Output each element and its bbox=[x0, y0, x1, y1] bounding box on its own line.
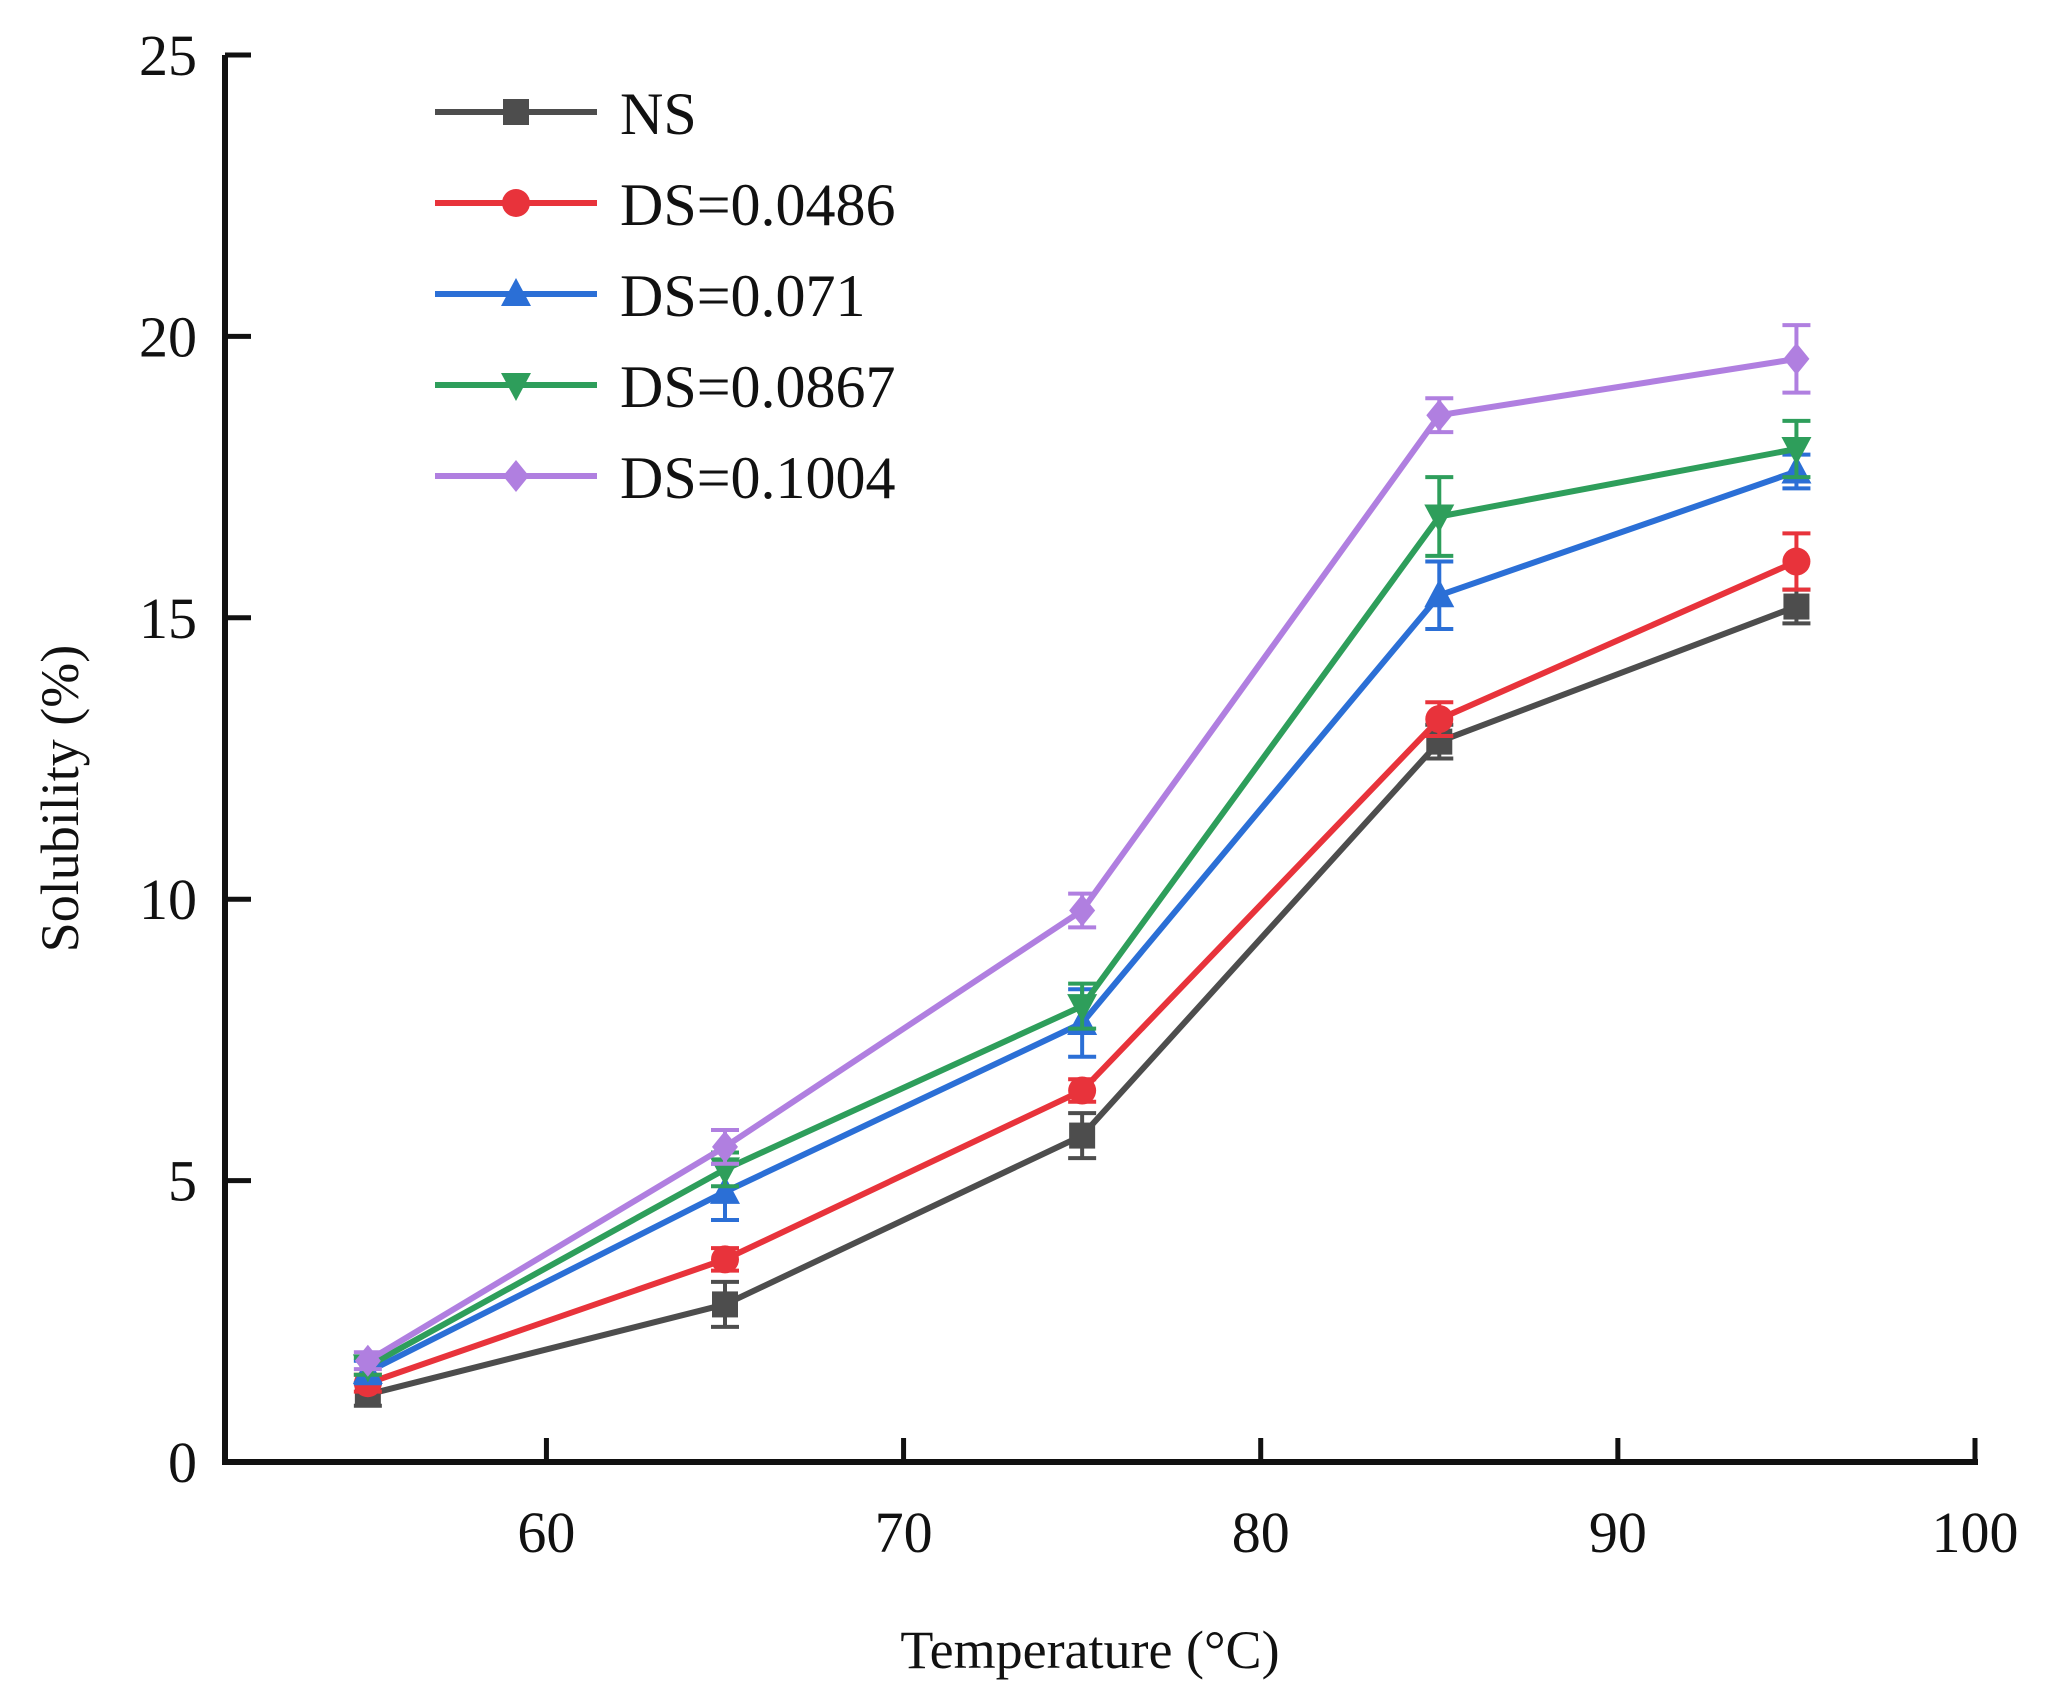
series-2 bbox=[353, 531, 1811, 1398]
x-tick-label: 90 bbox=[1589, 1500, 1647, 1565]
x-tick-label: 70 bbox=[875, 1500, 933, 1565]
legend: NS DS=0.0486 DS=0.071 DS=0.0867 DS=0.1004 bbox=[435, 81, 896, 511]
y-tick-label: 20 bbox=[139, 304, 197, 369]
data-point bbox=[712, 1291, 738, 1318]
data-point bbox=[1069, 1122, 1096, 1149]
data-point bbox=[1425, 705, 1454, 734]
legend-marker bbox=[503, 460, 529, 492]
series-layer bbox=[352, 323, 1812, 1408]
legend-marker bbox=[501, 278, 531, 306]
data-point bbox=[711, 1245, 739, 1274]
x-axis-title: Temperature (°C) bbox=[900, 1620, 1279, 1680]
y-tick-label: 0 bbox=[168, 1430, 197, 1495]
legend-label: DS=0.1004 bbox=[620, 445, 896, 511]
legend-item-3: DS=0.071 bbox=[435, 263, 866, 329]
series-line bbox=[366, 355, 1797, 1364]
legend-label: DS=0.0486 bbox=[620, 172, 896, 238]
data-point bbox=[1069, 894, 1096, 927]
legend-label: NS bbox=[620, 81, 697, 147]
legend-item-4: DS=0.0867 bbox=[435, 354, 896, 420]
y-tick-label: 25 bbox=[139, 23, 197, 88]
data-point bbox=[710, 1175, 740, 1204]
series-4 bbox=[352, 418, 1812, 1383]
data-point bbox=[1067, 994, 1098, 1023]
x-tick-label: 60 bbox=[517, 1500, 575, 1565]
data-point bbox=[712, 1130, 738, 1163]
x-tick-label: 80 bbox=[1232, 1500, 1290, 1565]
data-point bbox=[1783, 342, 1810, 375]
series-5 bbox=[353, 323, 1811, 1377]
legend-marker bbox=[501, 373, 531, 401]
legend-label: DS=0.071 bbox=[620, 263, 866, 329]
data-point bbox=[1783, 593, 1810, 620]
legend-marker bbox=[503, 99, 529, 125]
data-point bbox=[1782, 547, 1811, 576]
x-tick-label: 100 bbox=[1932, 1500, 2019, 1565]
x-ticks: 60 70 80 90 100 bbox=[517, 1438, 2019, 1565]
y-axis-title: Solubility (%) bbox=[30, 645, 90, 953]
legend-label: DS=0.0867 bbox=[620, 354, 896, 420]
data-point bbox=[1426, 399, 1453, 432]
y-ticks: 0 5 10 15 20 25 bbox=[139, 23, 251, 1495]
data-point bbox=[1781, 436, 1812, 465]
axes: 60 70 80 90 100 0 5 10 15 20 25 bbox=[139, 23, 2019, 1565]
legend-item-5: DS=0.1004 bbox=[435, 445, 896, 511]
data-point bbox=[1424, 579, 1455, 608]
data-point bbox=[354, 1344, 381, 1377]
y-tick-label: 5 bbox=[168, 1149, 197, 1214]
legend-marker bbox=[502, 189, 530, 217]
data-point bbox=[1068, 1076, 1097, 1105]
legend-item-1: NS bbox=[435, 81, 697, 147]
series-1 bbox=[353, 587, 1811, 1408]
data-point bbox=[1424, 504, 1455, 533]
y-tick-label: 10 bbox=[139, 867, 197, 932]
y-tick-label: 15 bbox=[139, 586, 197, 651]
legend-item-2: DS=0.0486 bbox=[435, 172, 896, 238]
